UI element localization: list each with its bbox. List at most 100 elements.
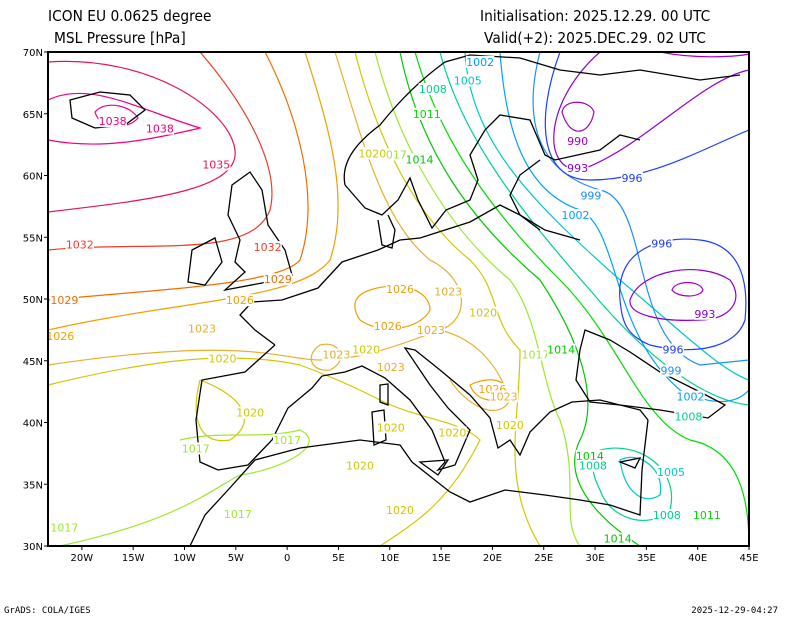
contour-label: 1026: [226, 294, 254, 307]
coast-continent-north: [239, 204, 581, 346]
contour-label: 1020: [208, 352, 236, 365]
contour-label-bg: [50, 521, 79, 534]
contour-label: 1020: [377, 421, 405, 434]
contour-label: 1029: [50, 294, 78, 307]
contour-label-bg: [373, 320, 402, 333]
isobar-1035: [48, 60, 236, 213]
contour-label-bg: [345, 459, 375, 472]
lat-tick-label: 70N: [23, 48, 43, 59]
contour-label-bg: [662, 343, 684, 356]
grads-credit: GrADS: COLA/IGES: [4, 606, 91, 616]
contour-label-bg: [676, 390, 705, 403]
contour-label-bg: [656, 465, 686, 478]
coast-denmark: [377, 214, 396, 249]
isobar-990: [659, 52, 749, 58]
contour-label-bg: [660, 364, 682, 377]
contour-label: 1020: [438, 426, 466, 439]
contour-label-bg: [208, 352, 237, 365]
contour-label-bg: [405, 153, 434, 166]
contour-label: 1026: [46, 330, 74, 343]
contour-label-bg: [561, 209, 590, 222]
isobar-1017: [374, 52, 581, 546]
contour-label: 1011: [413, 108, 441, 121]
contour-label: 1020: [352, 344, 380, 357]
axis-ticks: 20W 15W 10W 5W 0 5E 10E 15E 20E 25E 30E 35E 40E 45E 70…: [23, 48, 759, 564]
lat-tick-label: 45N: [23, 357, 43, 368]
contour-label-bg: [674, 410, 703, 423]
contour-label-bg: [566, 162, 589, 175]
isobar-1038: [48, 92, 203, 145]
contour-label: 1017: [224, 508, 252, 521]
contour-label-bg: [416, 323, 446, 336]
lon-tick-label: 40E: [688, 553, 707, 564]
contour-label: 1005: [454, 74, 482, 87]
contour-label-bg: [575, 449, 605, 462]
contour-label: 1002: [562, 209, 590, 222]
contour-label: 990: [567, 135, 588, 148]
contour-label: 1002: [466, 56, 494, 69]
coast-levant-africa: [189, 419, 649, 546]
contour-label-bg: [235, 406, 265, 419]
contour-label: 1020: [469, 307, 497, 320]
contour-label: 1032: [66, 239, 94, 252]
lon-tick-label: 35E: [637, 553, 656, 564]
lon-tick-label: 5E: [332, 553, 345, 564]
isobar-996: [544, 52, 749, 181]
contour-label: 1023: [490, 391, 518, 404]
contour-label: 1020: [386, 504, 414, 517]
coast-scandinavia: [343, 54, 741, 231]
contour-label: 1017: [50, 521, 78, 534]
isobar-999: [532, 52, 749, 366]
isobar-1026: [48, 52, 339, 331]
contour-label-bg: [465, 55, 495, 68]
contour-label: 1026: [374, 320, 402, 333]
contour-label: 996: [663, 344, 684, 357]
coast-iberia: [195, 344, 323, 471]
contour-label-bg: [351, 343, 381, 356]
lat-tick-label: 50N: [23, 295, 43, 306]
contour-label-bg: [225, 294, 255, 307]
contour-label: 1014: [547, 344, 575, 357]
contour-label: 993: [567, 162, 588, 175]
contour-label-bg: [253, 241, 282, 254]
isobar-1014: [399, 52, 641, 546]
contour-label-bg: [468, 306, 498, 319]
lon-tick-label: 45E: [739, 553, 758, 564]
contour-label: 1029: [264, 273, 292, 286]
contour-label: 1023: [434, 286, 462, 299]
contour-label-bg: [272, 433, 302, 446]
contour-label: 1023: [322, 349, 350, 362]
lon-tick-label: 10E: [380, 553, 399, 564]
isobar-990: [671, 281, 704, 297]
contour-label: 1008: [653, 509, 681, 522]
lon-tick-label: 0: [284, 553, 290, 564]
contour-label-bg: [434, 285, 463, 298]
contour-label: 1008: [419, 83, 447, 96]
contour-label-bg: [621, 171, 643, 184]
isobar-993: [553, 52, 749, 171]
lon-tick-label: 15E: [432, 553, 451, 564]
contour-label-bg: [385, 504, 415, 517]
lon-tick-label: 15W: [122, 553, 145, 564]
lat-tick-label: 60N: [23, 172, 43, 183]
coast-black-sea: [575, 329, 727, 419]
contour-label: 993: [694, 308, 715, 321]
contour-label-bg: [145, 122, 175, 135]
contour-label-bg: [495, 418, 525, 431]
contour-label-bg: [693, 307, 716, 320]
contour-label: 1020: [236, 407, 264, 420]
render-timestamp: 2025-12-29-04:27: [691, 606, 778, 616]
contour-label-bg: [385, 283, 415, 296]
coast-cyprus: [617, 457, 642, 469]
contour-label: 1002: [676, 391, 704, 404]
isobar-1002: [499, 52, 749, 403]
contour-label: 996: [651, 237, 672, 250]
contour-label: 999: [580, 189, 601, 202]
lat-tick-label: 55N: [23, 233, 43, 244]
lat-tick-label: 35N: [23, 480, 43, 491]
isobar-1020: [354, 52, 541, 546]
contour-label-bg: [202, 158, 231, 171]
contour-label-bg: [580, 189, 602, 202]
contour-label: 1023: [417, 324, 445, 337]
